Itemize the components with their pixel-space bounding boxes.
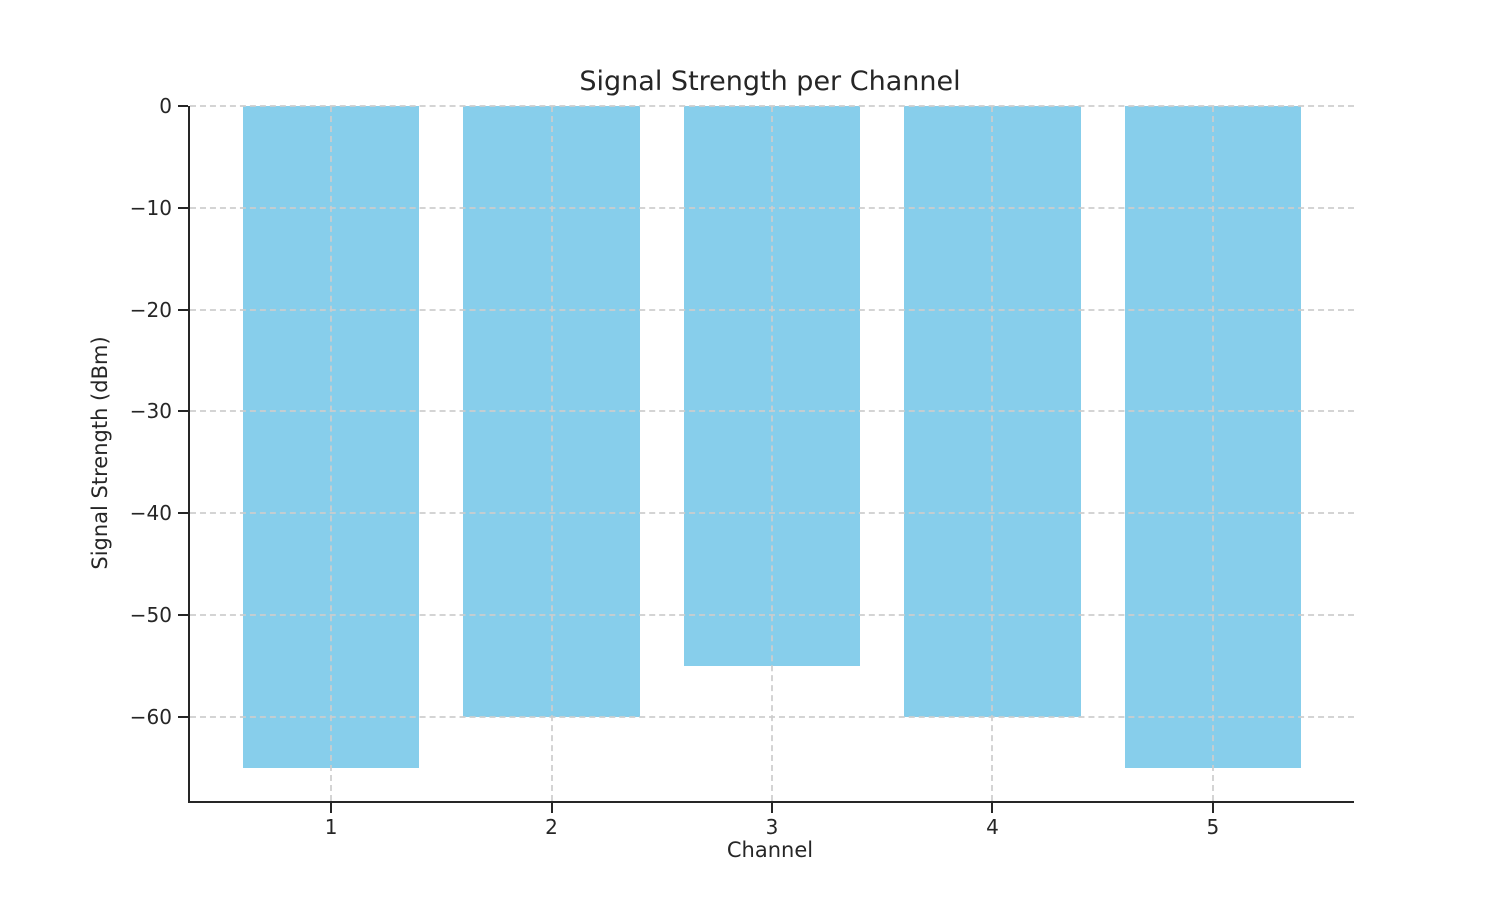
x-tick-mark (771, 803, 773, 813)
x-tick-label: 4 (986, 815, 999, 839)
x-tick-label: 3 (765, 815, 779, 839)
x-gridline (550, 106, 553, 801)
y-tick-label: −20 (129, 297, 172, 322)
x-tick-mark (550, 803, 553, 813)
plot-area: 0 −10 −20 −30 −40 −50 −60 1 2 3 4 5 (130, 94, 1354, 839)
y-tick-label: 0 (159, 94, 172, 118)
x-tick-mark (330, 803, 333, 813)
y-tick-mark (178, 105, 188, 107)
y-tick-label: −40 (129, 501, 172, 526)
y-tick-mark (178, 308, 188, 311)
x-tick-label: 5 (1206, 815, 1220, 839)
x-tick-label: 1 (324, 815, 338, 839)
x-tick-mark (991, 803, 994, 813)
chart-title: Signal Strength per Channel (579, 66, 961, 97)
y-tick-mark (178, 512, 188, 515)
x-tick-label: 2 (545, 815, 558, 839)
y-tick-mark (178, 410, 188, 413)
x-gridline (771, 106, 773, 801)
y-tick-label: −50 (129, 603, 172, 628)
x-axis-label: Channel (726, 838, 814, 862)
x-gridline (330, 106, 333, 801)
x-tick-mark (1211, 803, 1214, 813)
y-tick-mark (178, 715, 188, 718)
y-axis-label: Signal Strength (dBm) (88, 336, 112, 570)
y-tick-label: −30 (129, 399, 172, 424)
x-gridline (991, 106, 994, 801)
x-gridline (1211, 106, 1214, 801)
y-tick-label: −10 (129, 195, 172, 220)
y-tick-mark (178, 206, 188, 209)
y-tick-label: −60 (129, 704, 172, 729)
y-tick-mark (178, 614, 188, 617)
